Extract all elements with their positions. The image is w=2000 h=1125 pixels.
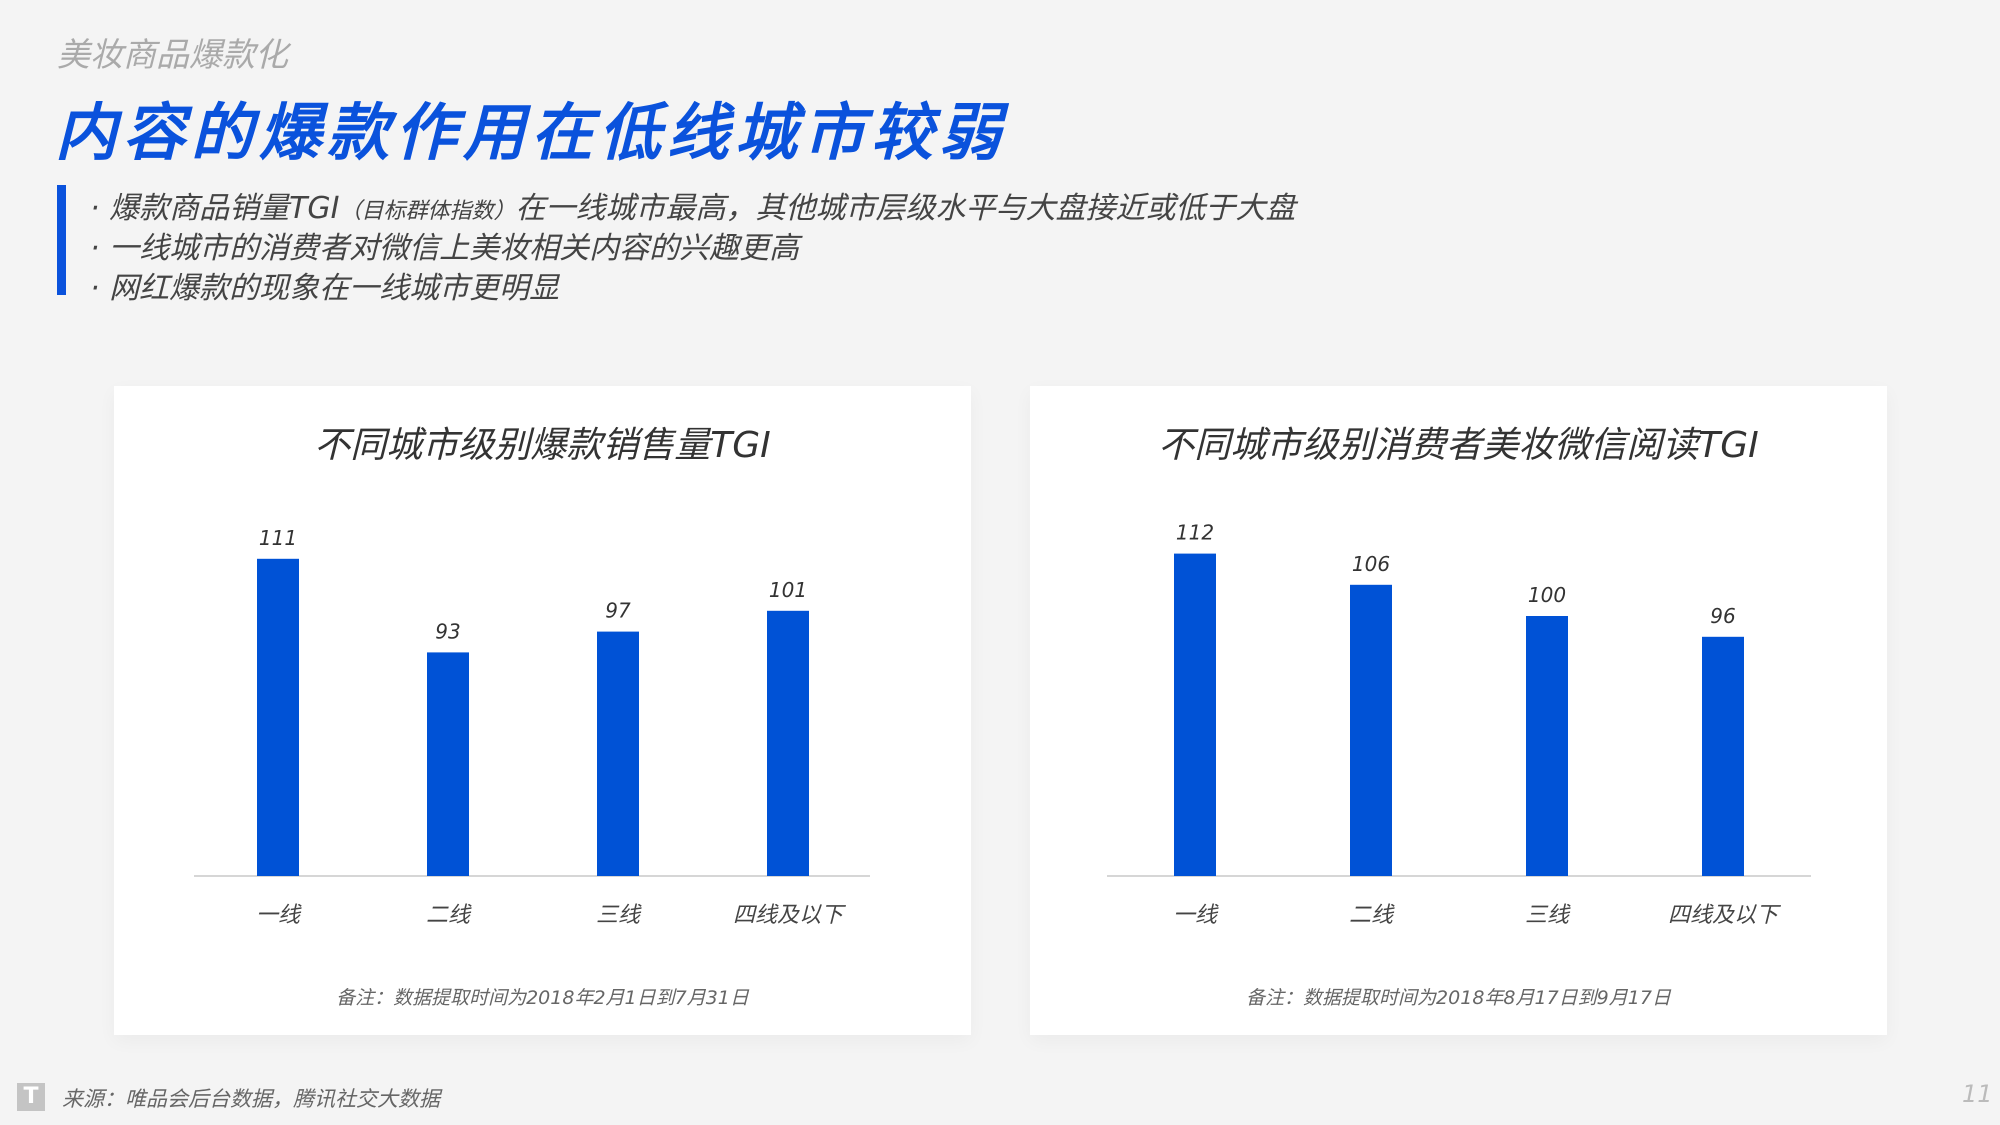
accent-bar	[57, 185, 66, 295]
category-label: 四线及以下	[1668, 903, 1782, 928]
bar	[1350, 584, 1392, 876]
section-label: 美妆商品爆款化	[57, 35, 288, 74]
bullet-1: · 爆款商品销量TGI（目标群体指数）在一线城市最高，其他城市层级水平与大盘接近…	[90, 183, 1296, 227]
bullet-text: · 网红爆款的现象在一线城市更明显	[90, 271, 560, 306]
category-label: 一线	[1173, 903, 1219, 928]
page-number: 11	[1962, 1080, 1993, 1108]
bullet-note: （目标群体指数）	[339, 199, 516, 224]
category-label: 三线	[596, 903, 642, 928]
data-label: 96	[1710, 604, 1735, 628]
bullet-text: · 爆款商品销量TGI	[90, 191, 340, 226]
data-label: 100	[1528, 583, 1566, 607]
category-label: 四线及以下	[733, 903, 847, 928]
bullet-3: · 网红爆款的现象在一线城市更明显	[90, 263, 559, 307]
data-label: 97	[605, 599, 631, 623]
data-label: 106	[1352, 552, 1390, 576]
category-label: 一线	[256, 903, 302, 928]
data-label: 93	[435, 619, 460, 643]
bar	[767, 610, 809, 876]
category-label: 二线	[1349, 903, 1395, 928]
source-note: 来源：唯品会后台数据，腾讯社交大数据	[62, 1087, 440, 1111]
chart-note: 备注：数据提取时间为2018年8月17日到9月17日	[1246, 987, 1671, 1009]
logo: T	[17, 1083, 45, 1111]
chart-note: 备注：数据提取时间为2018年2月1日到7月31日	[336, 987, 749, 1009]
bullet-2: · 一线城市的消费者对微信上美妆相关内容的兴趣更高	[90, 223, 799, 267]
bullet-text: · 一线城市的消费者对微信上美妆相关内容的兴趣更高	[90, 231, 800, 266]
bar	[597, 631, 639, 876]
chart-title: 不同城市级别爆款销售量TGI	[314, 425, 771, 466]
bullet-text: 在一线城市最高，其他城市层级水平与大盘接近或低于大盘	[515, 191, 1296, 226]
bar-chart-2: 112 一线 106 二线 100 三线 96 四线及以下	[1107, 521, 1811, 928]
bar	[257, 558, 299, 876]
data-label: 111	[259, 526, 297, 550]
bar	[427, 652, 469, 876]
page-title: 内容的爆款作用在低线城市较弱	[55, 96, 1008, 169]
bar	[1174, 553, 1216, 876]
chart-card-1: 不同城市级别爆款销售量TGI 111 一线 93 二线 97 三线 101 四线及以下 备注：…	[114, 386, 971, 1035]
chart-title: 不同城市级别消费者美妆微信阅读TGI	[1158, 425, 1759, 466]
bar	[1526, 616, 1568, 876]
data-label: 112	[1176, 521, 1214, 545]
category-label: 二线	[426, 903, 472, 928]
bar	[1702, 636, 1744, 876]
category-label: 三线	[1525, 903, 1571, 928]
data-label: 101	[769, 578, 807, 602]
chart-card-2: 不同城市级别消费者美妆微信阅读TGI 112 一线 106 二线 100 三线 96 四线及以…	[1030, 386, 1887, 1035]
bar-chart-1: 111 一线 93 二线 97 三线 101 四线及以下	[194, 526, 870, 928]
